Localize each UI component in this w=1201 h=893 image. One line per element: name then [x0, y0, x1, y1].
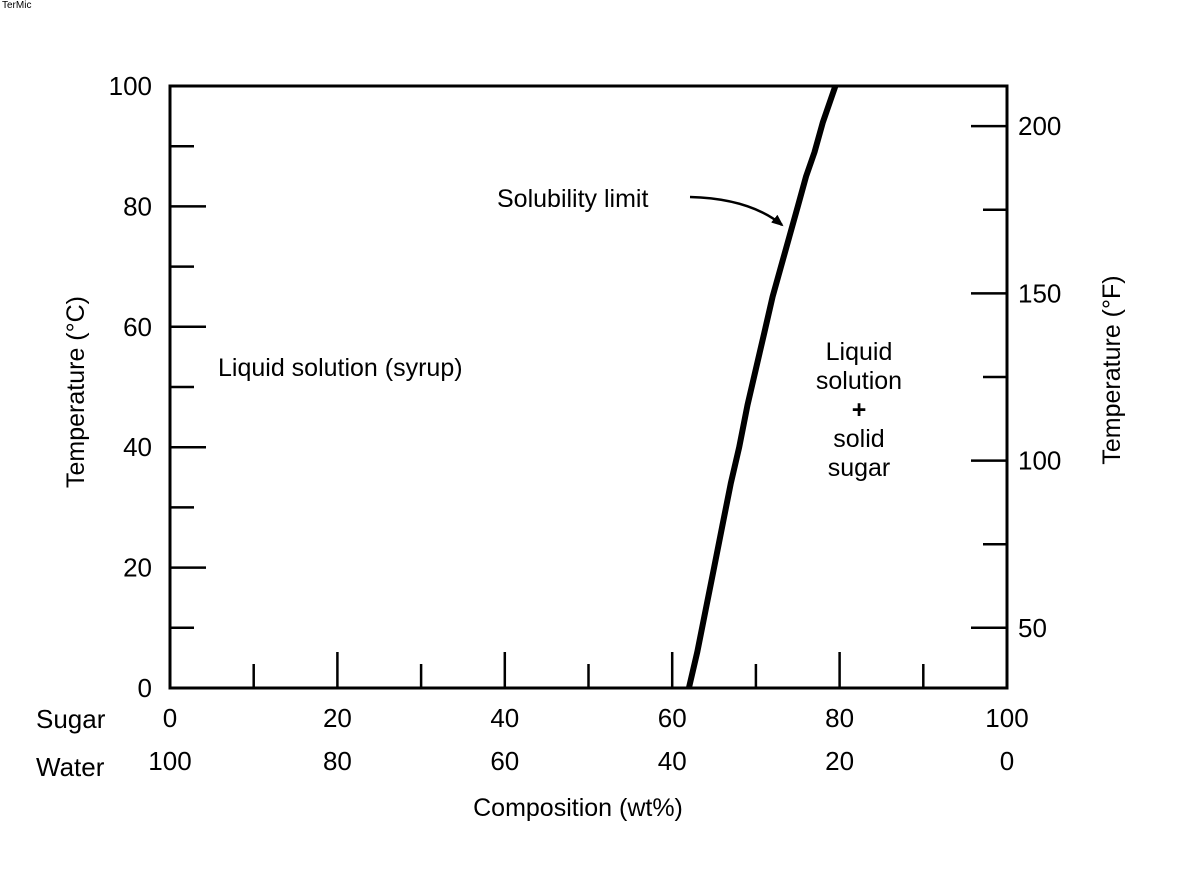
y-left-tick-label: 100	[109, 71, 152, 101]
right-region-line-5: sugar	[828, 454, 891, 482]
right-region-line-2: solution	[816, 367, 902, 395]
sugar-tick-label: 20	[323, 703, 352, 733]
y-right-tick-label: 50	[1018, 613, 1047, 643]
right-region-line-4: solid	[833, 425, 884, 453]
sugar-tick-label: 60	[658, 703, 687, 733]
sugar-tick-label: 80	[825, 703, 854, 733]
right-region-line-1: Liquid	[826, 338, 893, 366]
y-left-tick-label: 20	[123, 553, 152, 583]
right-region-label: Liquid solution + solid sugar	[816, 338, 902, 482]
sugar-tick-label: 100	[985, 703, 1028, 733]
sugar-tick-label: 0	[163, 703, 177, 733]
y-right-tick-label: 150	[1018, 278, 1061, 308]
series-layer	[685, 85, 839, 689]
water-tick-label: 0	[1000, 746, 1014, 776]
sugar-row-label: Sugar	[36, 704, 106, 734]
water-tick-label: 80	[323, 746, 352, 776]
y-left-tick-label: 80	[123, 191, 152, 221]
water-tick-label: 100	[148, 746, 191, 776]
watermark: TerMic	[2, 0, 32, 11]
sugar-tick-label: 40	[490, 703, 519, 733]
y-left-tick-label: 60	[123, 312, 152, 342]
x-axis-title: Composition (wt%)	[473, 794, 683, 822]
y-left-tick-label: 40	[123, 432, 152, 462]
water-tick-label: 60	[490, 746, 519, 776]
water-tick-label: 40	[658, 746, 687, 776]
left-axis-ticks: 0 20 40 60 80 100	[109, 71, 206, 703]
y-right-tick-label: 100	[1018, 446, 1061, 476]
y-right-tick-label: 200	[1018, 111, 1061, 141]
solubility-limit-arrow	[689, 195, 784, 227]
left-region-label: Liquid solution (syrup)	[218, 354, 463, 382]
right-axis-ticks: 50 100 150 200	[971, 111, 1061, 643]
water-tick-label: 20	[825, 746, 854, 776]
solubility-limit-curve	[685, 85, 839, 689]
y-left-tick-label: 0	[138, 673, 152, 703]
bottom-axis-ticks: 0 20 40 60 80 100 100 80 60 40 20 0	[148, 652, 1029, 776]
right-region-line-3: +	[852, 396, 867, 424]
solubility-limit-label: Solubility limit	[497, 185, 648, 213]
water-row-label: Water	[36, 752, 105, 782]
y-axis-right-title: Temperature (°F)	[1098, 275, 1126, 464]
y-axis-left-title: Temperature (°C)	[62, 296, 90, 488]
